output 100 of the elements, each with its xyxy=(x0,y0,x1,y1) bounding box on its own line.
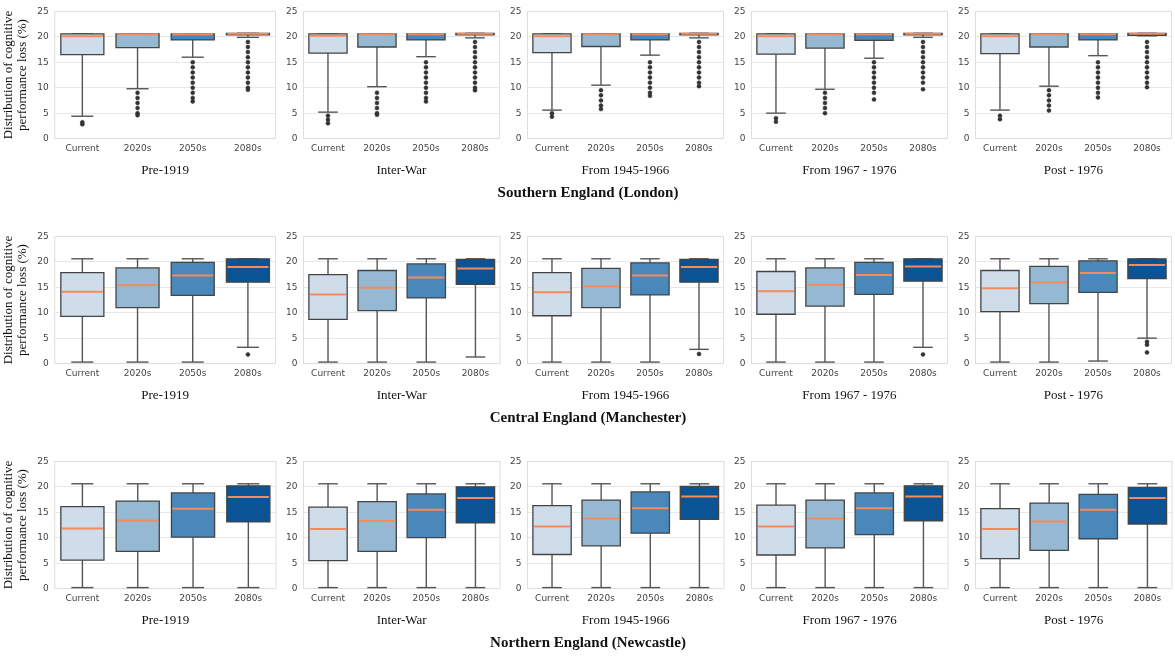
y-tick-label: 5 xyxy=(43,332,49,343)
y-tick-label: 10 xyxy=(510,307,522,318)
x-axis-title: Pre-1919 xyxy=(141,611,190,627)
x-tick-label: 2080s xyxy=(909,368,938,379)
y-tick-label: 0 xyxy=(515,357,522,368)
y-tick-label: 0 xyxy=(43,582,50,593)
x-tick-label: Current xyxy=(535,593,570,604)
x-tick-label: 2050s xyxy=(636,143,665,154)
x-tick-label: 2080s xyxy=(461,368,490,379)
x-axis-title: From 1945-1966 xyxy=(581,161,670,177)
y-tick-label: 15 xyxy=(958,506,970,517)
x-tick-label: 2020s xyxy=(363,593,392,604)
y-tick-label: 20 xyxy=(958,31,970,42)
y-tick-label: 10 xyxy=(958,82,970,93)
y-tick-label: 5 xyxy=(963,107,970,118)
y-tick-label: 0 xyxy=(43,357,50,368)
x-tick-label: 2050s xyxy=(412,368,441,379)
x-tick-label: 2050s xyxy=(178,143,207,154)
y-tick-label: 10 xyxy=(734,532,746,543)
text: Northern England (Newcastle) xyxy=(490,634,686,651)
x-axis-title: Post - 1976 xyxy=(1043,386,1104,402)
x-tick-label: Current xyxy=(535,368,570,379)
y-tick-label: 20 xyxy=(958,481,970,492)
y-tick-label: 20 xyxy=(734,481,746,492)
y-tick-label: 10 xyxy=(510,82,522,93)
y-tick-label: 0 xyxy=(515,132,522,143)
y-tick-label: 20 xyxy=(510,481,522,492)
y-tick-label: 5 xyxy=(291,332,298,343)
x-tick-label: Current xyxy=(311,368,346,379)
y-tick-label: 0 xyxy=(963,582,970,593)
x-axis-title: From 1945-1966 xyxy=(581,611,671,627)
y-tick-label: 25 xyxy=(958,5,970,16)
x-tick-label: 2050s xyxy=(860,593,889,604)
y-tick-label: 25 xyxy=(286,455,298,466)
x-tick-label: 2050s xyxy=(636,368,665,379)
y-tick-label: 25 xyxy=(510,455,522,466)
x-axis-title: From 1945-1966 xyxy=(581,386,670,402)
x-tick-label: Current xyxy=(759,593,794,604)
y-tick-label: 0 xyxy=(963,357,970,368)
y-tick-label: 10 xyxy=(286,307,298,318)
y-tick-label: 5 xyxy=(515,332,522,343)
x-tick-label: 2050s xyxy=(1084,143,1113,154)
x-tick-label: 2080s xyxy=(461,143,490,154)
y-tick-label: 5 xyxy=(43,107,49,118)
y-tick-label: 10 xyxy=(37,307,50,318)
x-tick-label: 2080s xyxy=(1133,593,1162,604)
y-tick-label: 0 xyxy=(739,132,746,143)
x-tick-label: 2080s xyxy=(685,368,714,379)
y-tick-label: 25 xyxy=(286,230,298,241)
x-tick-label: 2020s xyxy=(1035,593,1064,604)
y-tick-label: 15 xyxy=(510,506,522,517)
y-tick-label: 20 xyxy=(286,256,298,267)
y-tick-label: 25 xyxy=(37,455,49,466)
y-tick-label: 5 xyxy=(963,557,970,568)
x-tick-label: 2020s xyxy=(811,368,840,379)
y-tick-label: 25 xyxy=(958,230,970,241)
y-tick-label: 25 xyxy=(37,230,49,241)
y-tick-label: 10 xyxy=(37,82,50,93)
x-tick-label: 2080s xyxy=(234,593,263,604)
y-tick-label: 10 xyxy=(37,532,50,543)
y-tick-label: 0 xyxy=(291,357,298,368)
y-axis-title: Distribution of cognitive performance loss (%) xyxy=(0,460,29,590)
y-tick-label: 5 xyxy=(739,332,746,343)
y-tick-label: 5 xyxy=(739,107,746,118)
y-tick-label: 15 xyxy=(734,56,746,67)
y-tick-label: 0 xyxy=(739,582,746,593)
x-tick-label: 2080s xyxy=(909,143,938,154)
x-tick-label: Current xyxy=(983,593,1018,604)
y-tick-label: 15 xyxy=(286,56,298,67)
x-tick-label: Current xyxy=(311,143,346,154)
x-tick-label: 2050s xyxy=(1084,593,1113,604)
x-tick-label: 2080s xyxy=(1133,143,1162,154)
x-tick-label: 2050s xyxy=(860,143,889,154)
x-tick-label: 2020s xyxy=(811,593,840,604)
x-axis-title: Pre-1919 xyxy=(141,161,189,177)
y-tick-label: 15 xyxy=(286,506,298,517)
y-tick-label: 0 xyxy=(963,132,970,143)
text: Southern England (London) xyxy=(497,184,679,201)
y-tick-label: 20 xyxy=(286,481,298,492)
x-tick-label: 2020s xyxy=(587,368,616,379)
text: Central England (Manchester) xyxy=(489,409,687,426)
y-tick-label: 25 xyxy=(734,455,746,466)
x-tick-label: 2080s xyxy=(1133,368,1162,379)
x-tick-label: Current xyxy=(759,368,794,379)
x-tick-label: Current xyxy=(65,368,100,379)
x-tick-label: 2080s xyxy=(685,593,714,604)
x-axis-title: Pre-1919 xyxy=(141,386,189,402)
y-tick-label: 20 xyxy=(286,31,298,42)
x-tick-label: 2050s xyxy=(1084,368,1113,379)
y-tick-label: 15 xyxy=(958,281,970,292)
y-tick-label: 25 xyxy=(958,455,970,466)
y-tick-label: 10 xyxy=(734,82,746,93)
y-axis-title: Distribution of cognitive performance loss (%) xyxy=(0,10,29,140)
x-axis-title: From 1967 - 1976 xyxy=(802,161,898,177)
x-tick-label: 2020s xyxy=(363,143,392,154)
y-tick-label: 0 xyxy=(43,132,50,143)
y-tick-label: 15 xyxy=(734,281,746,292)
x-tick-label: 2050s xyxy=(860,368,889,379)
x-tick-label: 2020s xyxy=(1035,368,1064,379)
y-tick-label: 10 xyxy=(510,532,522,543)
